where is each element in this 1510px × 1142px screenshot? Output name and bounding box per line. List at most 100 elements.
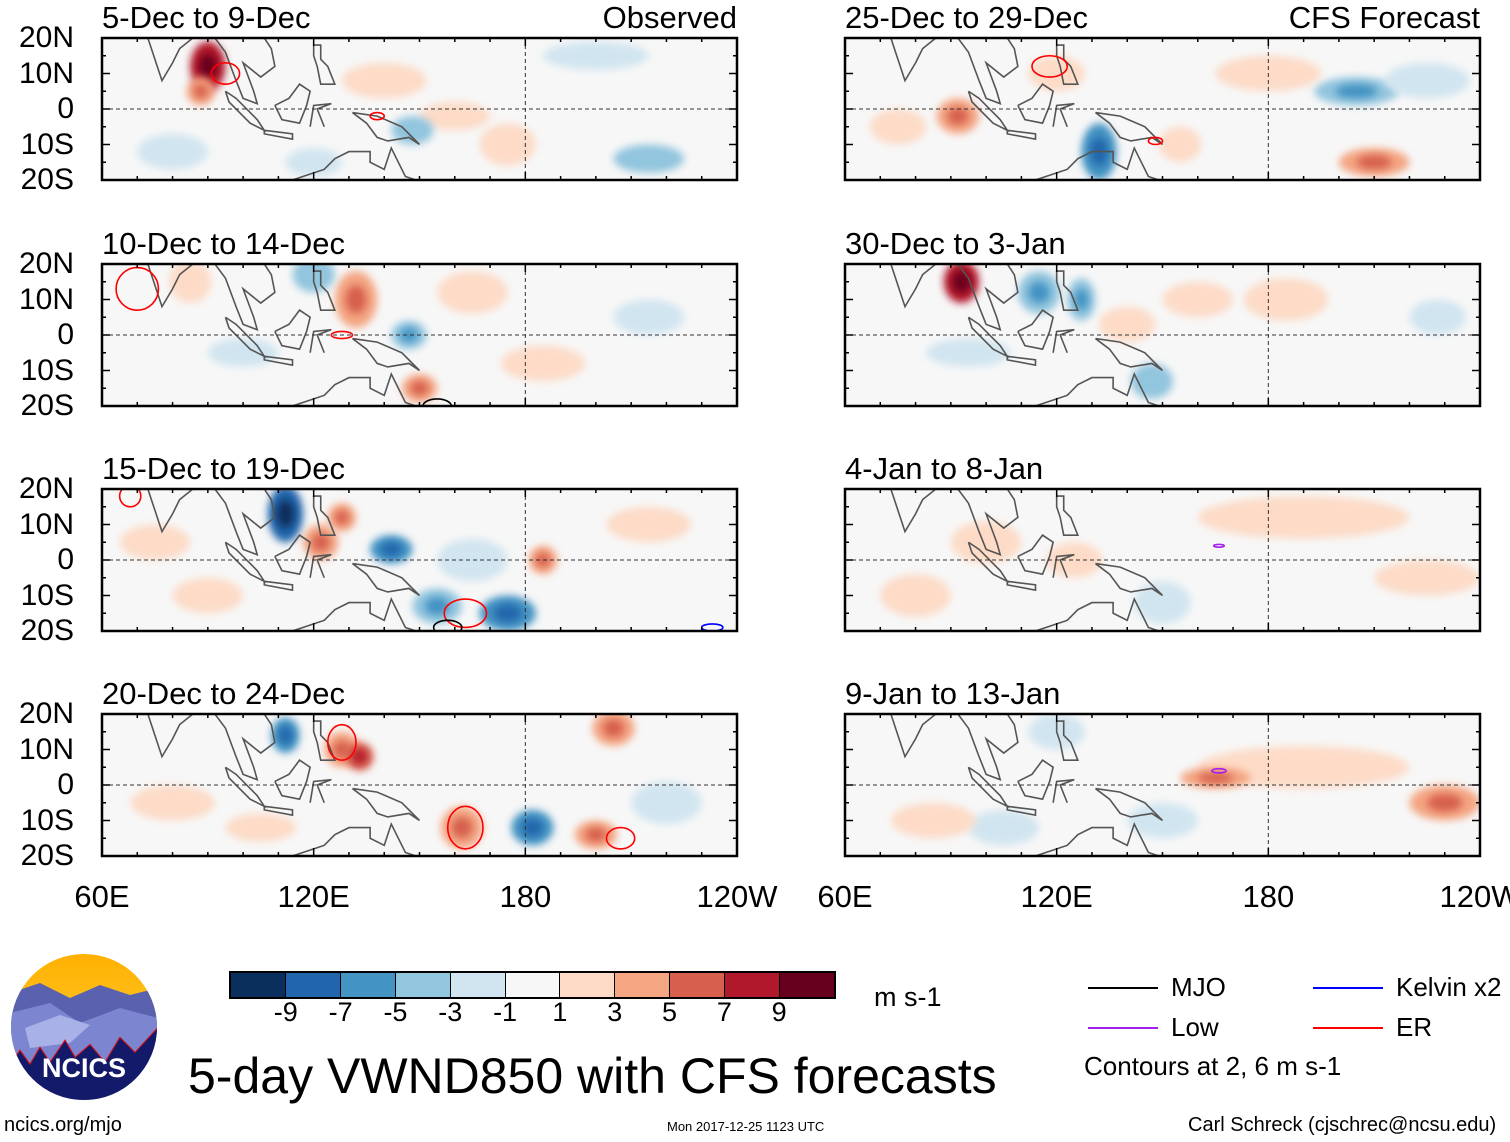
coastline: [309, 553, 332, 579]
panel-source-label: CFS Forecast: [1288, 0, 1480, 35]
coastline: [274, 759, 312, 801]
panel-frame: [843, 262, 1482, 408]
wind-anomaly-core: [380, 542, 402, 557]
y-tick-label: 20N: [18, 21, 74, 54]
wind-anomaly-region: [613, 144, 685, 173]
legend-label: MJO: [1171, 972, 1226, 1002]
wind-anomaly-region: [479, 123, 536, 166]
coastline: [351, 562, 421, 597]
y-tick-label: 20S: [20, 389, 74, 422]
wind-anomaly-region: [341, 62, 427, 99]
panel-title: 4-Jan to 8-Jan: [845, 451, 1044, 486]
coastline: [889, 264, 1019, 331]
panel-frame: [100, 487, 739, 633]
wind-anomaly-region: [137, 133, 208, 170]
wind-anomaly-region: [172, 577, 244, 614]
wind-anomaly-region: [119, 524, 191, 560]
colorbar-bin: [670, 973, 726, 997]
wind-anomaly-region: [207, 338, 279, 367]
coastline: [312, 44, 337, 85]
coastline: [967, 316, 1010, 359]
wind-anomaly-core: [276, 499, 295, 529]
panel-frame: [100, 36, 739, 182]
y-tick-label: 0: [57, 768, 74, 801]
coastline: [1052, 328, 1075, 354]
coastline: [351, 787, 421, 822]
x-tick-label: 120E: [1020, 879, 1093, 914]
wind-anomaly-region: [880, 574, 951, 617]
wind-anomaly-core: [193, 84, 208, 99]
colorbar-bin: [340, 973, 396, 997]
wind-anomaly-core: [535, 552, 551, 568]
wind-anomaly-region: [1162, 281, 1234, 318]
x-tick-label: 60E: [817, 879, 873, 914]
x-tick-label: 120W: [696, 879, 778, 914]
wave-contour: [330, 330, 354, 340]
colorbar-tick-label: 3: [607, 997, 623, 1027]
y-tick-label: 20N: [18, 247, 74, 280]
colorbar-bin: [450, 973, 506, 997]
coastline: [146, 38, 276, 105]
coastline: [1055, 270, 1080, 311]
coastline: [1006, 805, 1037, 817]
footer-url[interactable]: ncics.org/mjo: [4, 1114, 122, 1136]
y-tick-label: 10N: [18, 56, 74, 90]
wind-anomaly-core: [1335, 84, 1378, 99]
panel-title: 9-Jan to 13-Jan: [845, 676, 1061, 711]
map-panel: [100, 712, 739, 858]
coastline: [312, 495, 337, 536]
wind-anomaly-region: [1134, 581, 1191, 624]
wave-contour: [1147, 136, 1164, 146]
colorbar-tick-label: 5: [662, 997, 678, 1027]
panel-title: 15-Dec to 19-Dec: [102, 451, 345, 486]
map-panel: [843, 712, 1482, 858]
wind-anomaly-region: [225, 813, 297, 842]
map-panel: [100, 36, 739, 182]
footer-timestamp: Mon 2017-12-25 1123 UTC: [667, 1119, 825, 1134]
coastline: [967, 766, 1010, 809]
units-label: m s-1: [874, 982, 942, 1012]
panel-title: 30-Dec to 3-Jan: [845, 226, 1066, 261]
wind-anomaly-core: [410, 381, 429, 396]
colorbar-bin: [560, 973, 616, 997]
colorbar-bin: [395, 973, 451, 997]
colorbar-tick-label: 1: [552, 997, 568, 1027]
colorbar-tick-label: -5: [383, 997, 408, 1027]
panel-title: 20-Dec to 24-Dec: [102, 676, 345, 711]
ncics-logo: NCICS: [10, 953, 158, 1101]
coastline: [309, 102, 332, 128]
coastline: [263, 355, 294, 367]
coastline: [1094, 787, 1164, 822]
coastline: [967, 541, 1010, 584]
y-tick-label: 10S: [20, 353, 74, 387]
legend-label: Low: [1171, 1012, 1219, 1042]
wind-anomaly-region: [613, 299, 685, 335]
wind-anomaly-core: [947, 107, 969, 125]
map-panel: [843, 487, 1482, 633]
coastline: [312, 720, 337, 761]
coastline: [146, 489, 276, 556]
wind-anomaly-region: [1099, 306, 1156, 343]
colorbar: [229, 971, 836, 999]
wind-anomaly-core: [334, 510, 349, 525]
legend-label: ER: [1396, 1012, 1433, 1042]
coastline: [1052, 553, 1075, 579]
wind-anomaly-core: [345, 285, 367, 314]
wind-anomaly-core: [1427, 793, 1463, 812]
wind-anomaly-region: [500, 345, 586, 382]
coastline: [224, 541, 267, 584]
wind-anomaly-region: [890, 802, 976, 839]
contour-note: Contours at 2, 6 m s-1: [1084, 1051, 1342, 1081]
wind-anomaly-region: [968, 809, 1040, 846]
coastline: [146, 264, 276, 331]
coastline: [263, 580, 294, 592]
y-tick-label: 20N: [18, 697, 74, 730]
colorbar-tick-label: -3: [438, 997, 463, 1027]
wind-anomaly-region: [437, 271, 508, 314]
legend-line-swatch: [1088, 1027, 1158, 1029]
wind-anomaly-core: [451, 816, 473, 839]
colorbar-tick-label: 9: [771, 997, 787, 1027]
wave-contour: [605, 826, 636, 850]
coastline: [889, 489, 1019, 556]
y-tick-label: 20N: [18, 472, 74, 505]
